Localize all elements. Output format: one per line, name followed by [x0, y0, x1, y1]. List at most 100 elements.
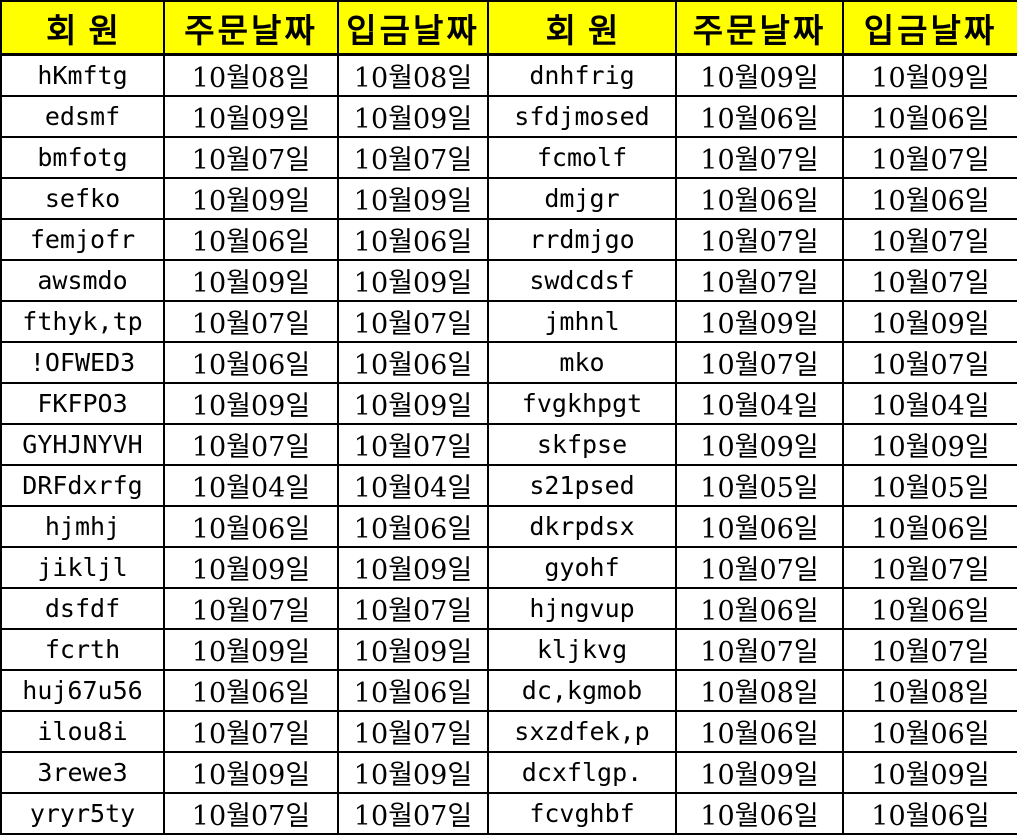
- order-date-cell[interactable]: 10월09일: [163, 382, 339, 425]
- order-date-cell[interactable]: 10월06일: [163, 341, 339, 384]
- member-cell[interactable]: fcmolf: [487, 136, 677, 179]
- order-date-cell[interactable]: 10월07일: [163, 587, 339, 630]
- member-cell[interactable]: sfdjmosed: [487, 95, 677, 138]
- member-cell[interactable]: hjngvup: [487, 587, 677, 630]
- member-cell[interactable]: edsmf: [0, 95, 165, 138]
- deposit-date-cell[interactable]: 10월09일: [842, 300, 1017, 343]
- member-cell[interactable]: ilou8i: [0, 710, 165, 753]
- order-date-cell[interactable]: 10월09일: [163, 751, 339, 794]
- member-cell[interactable]: 3rewe3: [0, 751, 165, 794]
- member-cell[interactable]: fvgkhpgt: [487, 382, 677, 425]
- deposit-date-cell[interactable]: 10월09일: [337, 259, 489, 302]
- deposit-date-cell[interactable]: 10월05일: [842, 464, 1017, 507]
- order-date-cell[interactable]: 10월09일: [163, 95, 339, 138]
- member-cell[interactable]: GYHJNYVH: [0, 423, 165, 466]
- deposit-date-cell[interactable]: 10월07일: [337, 423, 489, 466]
- member-cell[interactable]: fthyk,tp: [0, 300, 165, 343]
- order-date-cell[interactable]: 10월07일: [675, 218, 844, 261]
- deposit-date-cell[interactable]: 10월09일: [337, 546, 489, 589]
- order-date-cell[interactable]: 10월08일: [675, 669, 844, 712]
- order-date-cell[interactable]: 10월09일: [675, 53, 844, 97]
- member-cell[interactable]: kljkvg: [487, 628, 677, 671]
- member-cell[interactable]: dkrpdsx: [487, 505, 677, 548]
- member-cell[interactable]: DRFdxrfg: [0, 464, 165, 507]
- member-cell[interactable]: jikljl: [0, 546, 165, 589]
- deposit-date-cell[interactable]: 10월07일: [337, 587, 489, 630]
- deposit-date-cell[interactable]: 10월09일: [842, 53, 1017, 97]
- order-date-cell[interactable]: 10월07일: [675, 259, 844, 302]
- deposit-date-cell[interactable]: 10월07일: [337, 792, 489, 835]
- deposit-date-cell[interactable]: 10월09일: [842, 423, 1017, 466]
- deposit-date-cell[interactable]: 10월09일: [337, 382, 489, 425]
- order-date-cell[interactable]: 10월06일: [675, 505, 844, 548]
- order-date-cell[interactable]: 10월06일: [163, 218, 339, 261]
- order-date-cell[interactable]: 10월07일: [675, 136, 844, 179]
- deposit-date-cell[interactable]: 10월07일: [842, 136, 1017, 179]
- member-cell[interactable]: mko: [487, 341, 677, 384]
- order-date-cell[interactable]: 10월07일: [675, 628, 844, 671]
- order-date-cell[interactable]: 10월07일: [163, 792, 339, 835]
- deposit-date-cell[interactable]: 10월06일: [842, 587, 1017, 630]
- deposit-date-cell[interactable]: 10월07일: [337, 710, 489, 753]
- order-date-cell[interactable]: 10월09일: [163, 628, 339, 671]
- member-cell[interactable]: rrdmjgo: [487, 218, 677, 261]
- order-date-cell[interactable]: 10월07일: [675, 341, 844, 384]
- deposit-date-cell[interactable]: 10월06일: [842, 95, 1017, 138]
- order-date-cell[interactable]: 10월04일: [675, 382, 844, 425]
- order-date-cell[interactable]: 10월05일: [675, 464, 844, 507]
- deposit-date-cell[interactable]: 10월06일: [842, 505, 1017, 548]
- order-date-cell[interactable]: 10월07일: [163, 136, 339, 179]
- deposit-date-cell[interactable]: 10월09일: [842, 751, 1017, 794]
- order-date-cell[interactable]: 10월06일: [675, 587, 844, 630]
- member-cell[interactable]: femjofr: [0, 218, 165, 261]
- deposit-date-cell[interactable]: 10월09일: [337, 95, 489, 138]
- member-cell[interactable]: hKmftg: [0, 53, 165, 97]
- member-cell[interactable]: yryr5ty: [0, 792, 165, 835]
- member-cell[interactable]: awsmdo: [0, 259, 165, 302]
- member-cell[interactable]: dmjgr: [487, 177, 677, 220]
- order-date-cell[interactable]: 10월09일: [675, 423, 844, 466]
- order-date-cell[interactable]: 10월06일: [163, 505, 339, 548]
- deposit-date-cell[interactable]: 10월06일: [337, 669, 489, 712]
- deposit-date-cell[interactable]: 10월09일: [337, 751, 489, 794]
- column-header-member-2[interactable]: 회원: [487, 0, 677, 56]
- column-header-deposit-date-1[interactable]: 입금날짜: [337, 0, 489, 56]
- member-cell[interactable]: sxzdfek,p: [487, 710, 677, 753]
- member-cell[interactable]: skfpse: [487, 423, 677, 466]
- order-date-cell[interactable]: 10월07일: [163, 300, 339, 343]
- deposit-date-cell[interactable]: 10월06일: [337, 218, 489, 261]
- order-date-cell[interactable]: 10월06일: [675, 177, 844, 220]
- order-date-cell[interactable]: 10월09일: [163, 259, 339, 302]
- deposit-date-cell[interactable]: 10월08일: [337, 53, 489, 97]
- member-cell[interactable]: dsfdf: [0, 587, 165, 630]
- deposit-date-cell[interactable]: 10월04일: [842, 382, 1017, 425]
- order-date-cell[interactable]: 10월09일: [675, 300, 844, 343]
- order-date-cell[interactable]: 10월06일: [675, 792, 844, 835]
- member-cell[interactable]: jmhnl: [487, 300, 677, 343]
- order-date-cell[interactable]: 10월09일: [163, 546, 339, 589]
- order-date-cell[interactable]: 10월09일: [163, 177, 339, 220]
- order-date-cell[interactable]: 10월07일: [163, 423, 339, 466]
- order-date-cell[interactable]: 10월06일: [675, 710, 844, 753]
- member-cell[interactable]: dcxflgp.: [487, 751, 677, 794]
- deposit-date-cell[interactable]: 10월06일: [337, 505, 489, 548]
- order-date-cell[interactable]: 10월06일: [675, 95, 844, 138]
- member-cell[interactable]: fcvghbf: [487, 792, 677, 835]
- deposit-date-cell[interactable]: 10월04일: [337, 464, 489, 507]
- deposit-date-cell[interactable]: 10월07일: [337, 136, 489, 179]
- member-cell[interactable]: s21psed: [487, 464, 677, 507]
- deposit-date-cell[interactable]: 10월08일: [842, 669, 1017, 712]
- column-header-order-date-2[interactable]: 주문날짜: [675, 0, 844, 56]
- deposit-date-cell[interactable]: 10월09일: [337, 628, 489, 671]
- deposit-date-cell[interactable]: 10월06일: [842, 792, 1017, 835]
- deposit-date-cell[interactable]: 10월09일: [337, 177, 489, 220]
- column-header-order-date-1[interactable]: 주문날짜: [163, 0, 339, 56]
- order-date-cell[interactable]: 10월07일: [163, 710, 339, 753]
- column-header-deposit-date-2[interactable]: 입금날짜: [842, 0, 1017, 56]
- deposit-date-cell[interactable]: 10월07일: [842, 341, 1017, 384]
- column-header-member-1[interactable]: 회원: [0, 0, 165, 56]
- member-cell[interactable]: huj67u56: [0, 669, 165, 712]
- deposit-date-cell[interactable]: 10월07일: [842, 628, 1017, 671]
- member-cell[interactable]: fcrth: [0, 628, 165, 671]
- deposit-date-cell[interactable]: 10월07일: [842, 218, 1017, 261]
